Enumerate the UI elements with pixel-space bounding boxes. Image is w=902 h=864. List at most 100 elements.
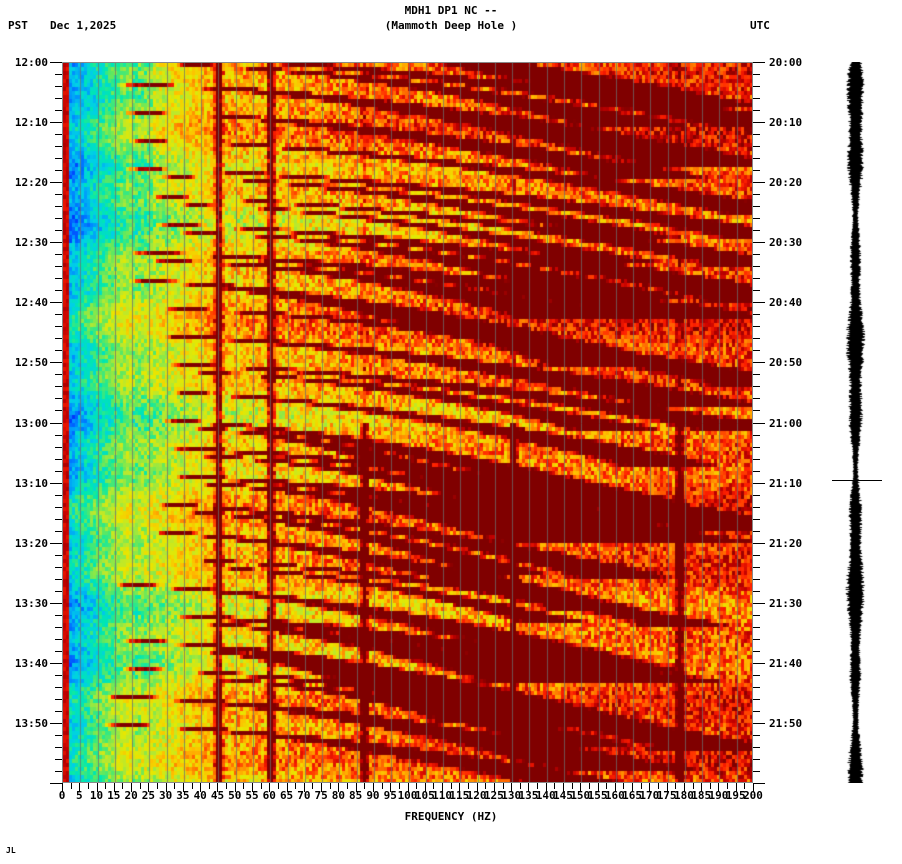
frequency-tick-label: 85 (349, 789, 363, 802)
time-tick-minor (753, 579, 760, 580)
frequency-tick-label: 50 (228, 789, 242, 802)
time-tick-major (753, 302, 765, 303)
frequency-tick-label: 55 (245, 789, 259, 802)
frequency-tick-minor (675, 783, 676, 789)
time-label-utc: 20:00 (769, 56, 803, 69)
frequency-tick-major (701, 783, 702, 792)
time-label-utc: 20:50 (769, 356, 803, 369)
time-tick-minor (753, 374, 760, 375)
time-tick-minor (753, 615, 760, 616)
time-tick-major (50, 302, 62, 303)
frequency-tick-minor (693, 783, 694, 789)
time-tick-minor (55, 651, 62, 652)
frequency-tick-label: 90 (366, 789, 380, 802)
frequency-tick-label: 145 (553, 789, 573, 802)
time-tick-minor (55, 170, 62, 171)
frequency-tick-label: 120 (466, 789, 487, 802)
time-tick-minor (753, 230, 760, 231)
time-tick-minor (55, 735, 62, 736)
time-tick-minor (55, 206, 62, 207)
frequency-tick-major (356, 783, 357, 792)
time-tick-minor (55, 218, 62, 219)
frequency-tick-minor (295, 783, 296, 789)
frequency-tick-major (408, 783, 409, 792)
time-tick-minor (55, 591, 62, 592)
time-tick-minor (753, 531, 760, 532)
amplitude-trace-canvas (838, 62, 876, 783)
time-tick-minor (753, 338, 760, 339)
spectrogram-canvas (63, 63, 752, 782)
time-label-local: 13:20 (14, 537, 48, 550)
frequency-tick-label: 30 (159, 789, 173, 802)
time-tick-minor (55, 278, 62, 279)
trace-time-marker (832, 480, 882, 481)
page-title: MDH1 DP1 NC -- (404, 4, 498, 17)
frequency-tick-label: 140 (535, 789, 556, 802)
timezone-label-right: UTC (750, 19, 770, 32)
frequency-tick-major (338, 783, 339, 792)
time-tick-minor (55, 555, 62, 556)
time-tick-minor (55, 374, 62, 375)
frequency-tick-minor (122, 783, 123, 789)
frequency-tick-major (546, 783, 547, 792)
time-tick-minor (753, 711, 760, 712)
time-tick-minor (55, 230, 62, 231)
time-tick-minor (753, 675, 760, 676)
frequency-tick-minor (744, 783, 745, 789)
time-tick-major (50, 182, 62, 183)
frequency-tick-label: 10 (89, 789, 104, 802)
frequency-tick-label: 175 (656, 789, 677, 802)
time-tick-minor (753, 591, 760, 592)
time-tick-minor (753, 266, 760, 267)
frequency-tick-major (235, 783, 236, 792)
time-tick-minor (753, 74, 760, 75)
time-tick-minor (55, 687, 62, 688)
time-tick-minor (753, 410, 760, 411)
time-tick-minor (753, 158, 760, 159)
corner-mark: JL (6, 846, 16, 855)
frequency-tick-label: 105 (414, 789, 435, 802)
time-tick-minor (55, 98, 62, 99)
time-tick-minor (55, 531, 62, 532)
amplitude-trace (838, 62, 876, 783)
time-tick-major (50, 122, 62, 123)
time-tick-minor (55, 254, 62, 255)
time-tick-major (50, 603, 62, 604)
time-tick-major (50, 423, 62, 424)
frequency-tick-label: 45 (210, 789, 225, 802)
frequency-tick-major (632, 783, 633, 792)
time-label-utc: 20:20 (769, 176, 803, 189)
frequency-tick-minor (278, 783, 279, 789)
time-tick-minor (753, 495, 760, 496)
time-tick-major (753, 483, 765, 484)
frequency-tick-minor (243, 783, 244, 789)
time-tick-minor (55, 759, 62, 760)
frequency-tick-label: 195 (725, 789, 746, 802)
time-label-utc: 21:10 (769, 477, 803, 490)
frequency-tick-minor (503, 783, 504, 789)
time-axis-right: 20:00 20:10 20:20 20:30 20:40 20:50 21:00 21:10… (753, 56, 838, 784)
time-tick-major (753, 362, 765, 363)
frequency-tick-label: 150 (570, 789, 591, 802)
time-tick-minor (55, 747, 62, 748)
frequency-tick-label: 60 (262, 789, 276, 802)
time-tick-minor (55, 386, 62, 387)
spectrogram-plot[interactable] (62, 62, 753, 783)
frequency-tick-label: 190 (708, 789, 729, 802)
x-axis-label: FREQUENCY (HZ) (404, 810, 498, 823)
time-tick-minor (753, 194, 760, 195)
time-tick-minor (55, 74, 62, 75)
time-tick-minor (753, 759, 760, 760)
frequency-tick-major (753, 783, 754, 792)
frequency-tick-major (563, 783, 564, 792)
time-tick-major (753, 182, 765, 183)
frequency-tick-major (528, 783, 529, 792)
time-tick-major (753, 603, 765, 604)
time-tick-minor (55, 459, 62, 460)
frequency-tick-minor (261, 783, 262, 789)
frequency-tick-major (649, 783, 650, 792)
time-tick-minor (55, 615, 62, 616)
frequency-tick-label: 20 (124, 789, 138, 802)
frequency-tick-minor (399, 783, 400, 789)
frequency-tick-minor (623, 783, 624, 789)
